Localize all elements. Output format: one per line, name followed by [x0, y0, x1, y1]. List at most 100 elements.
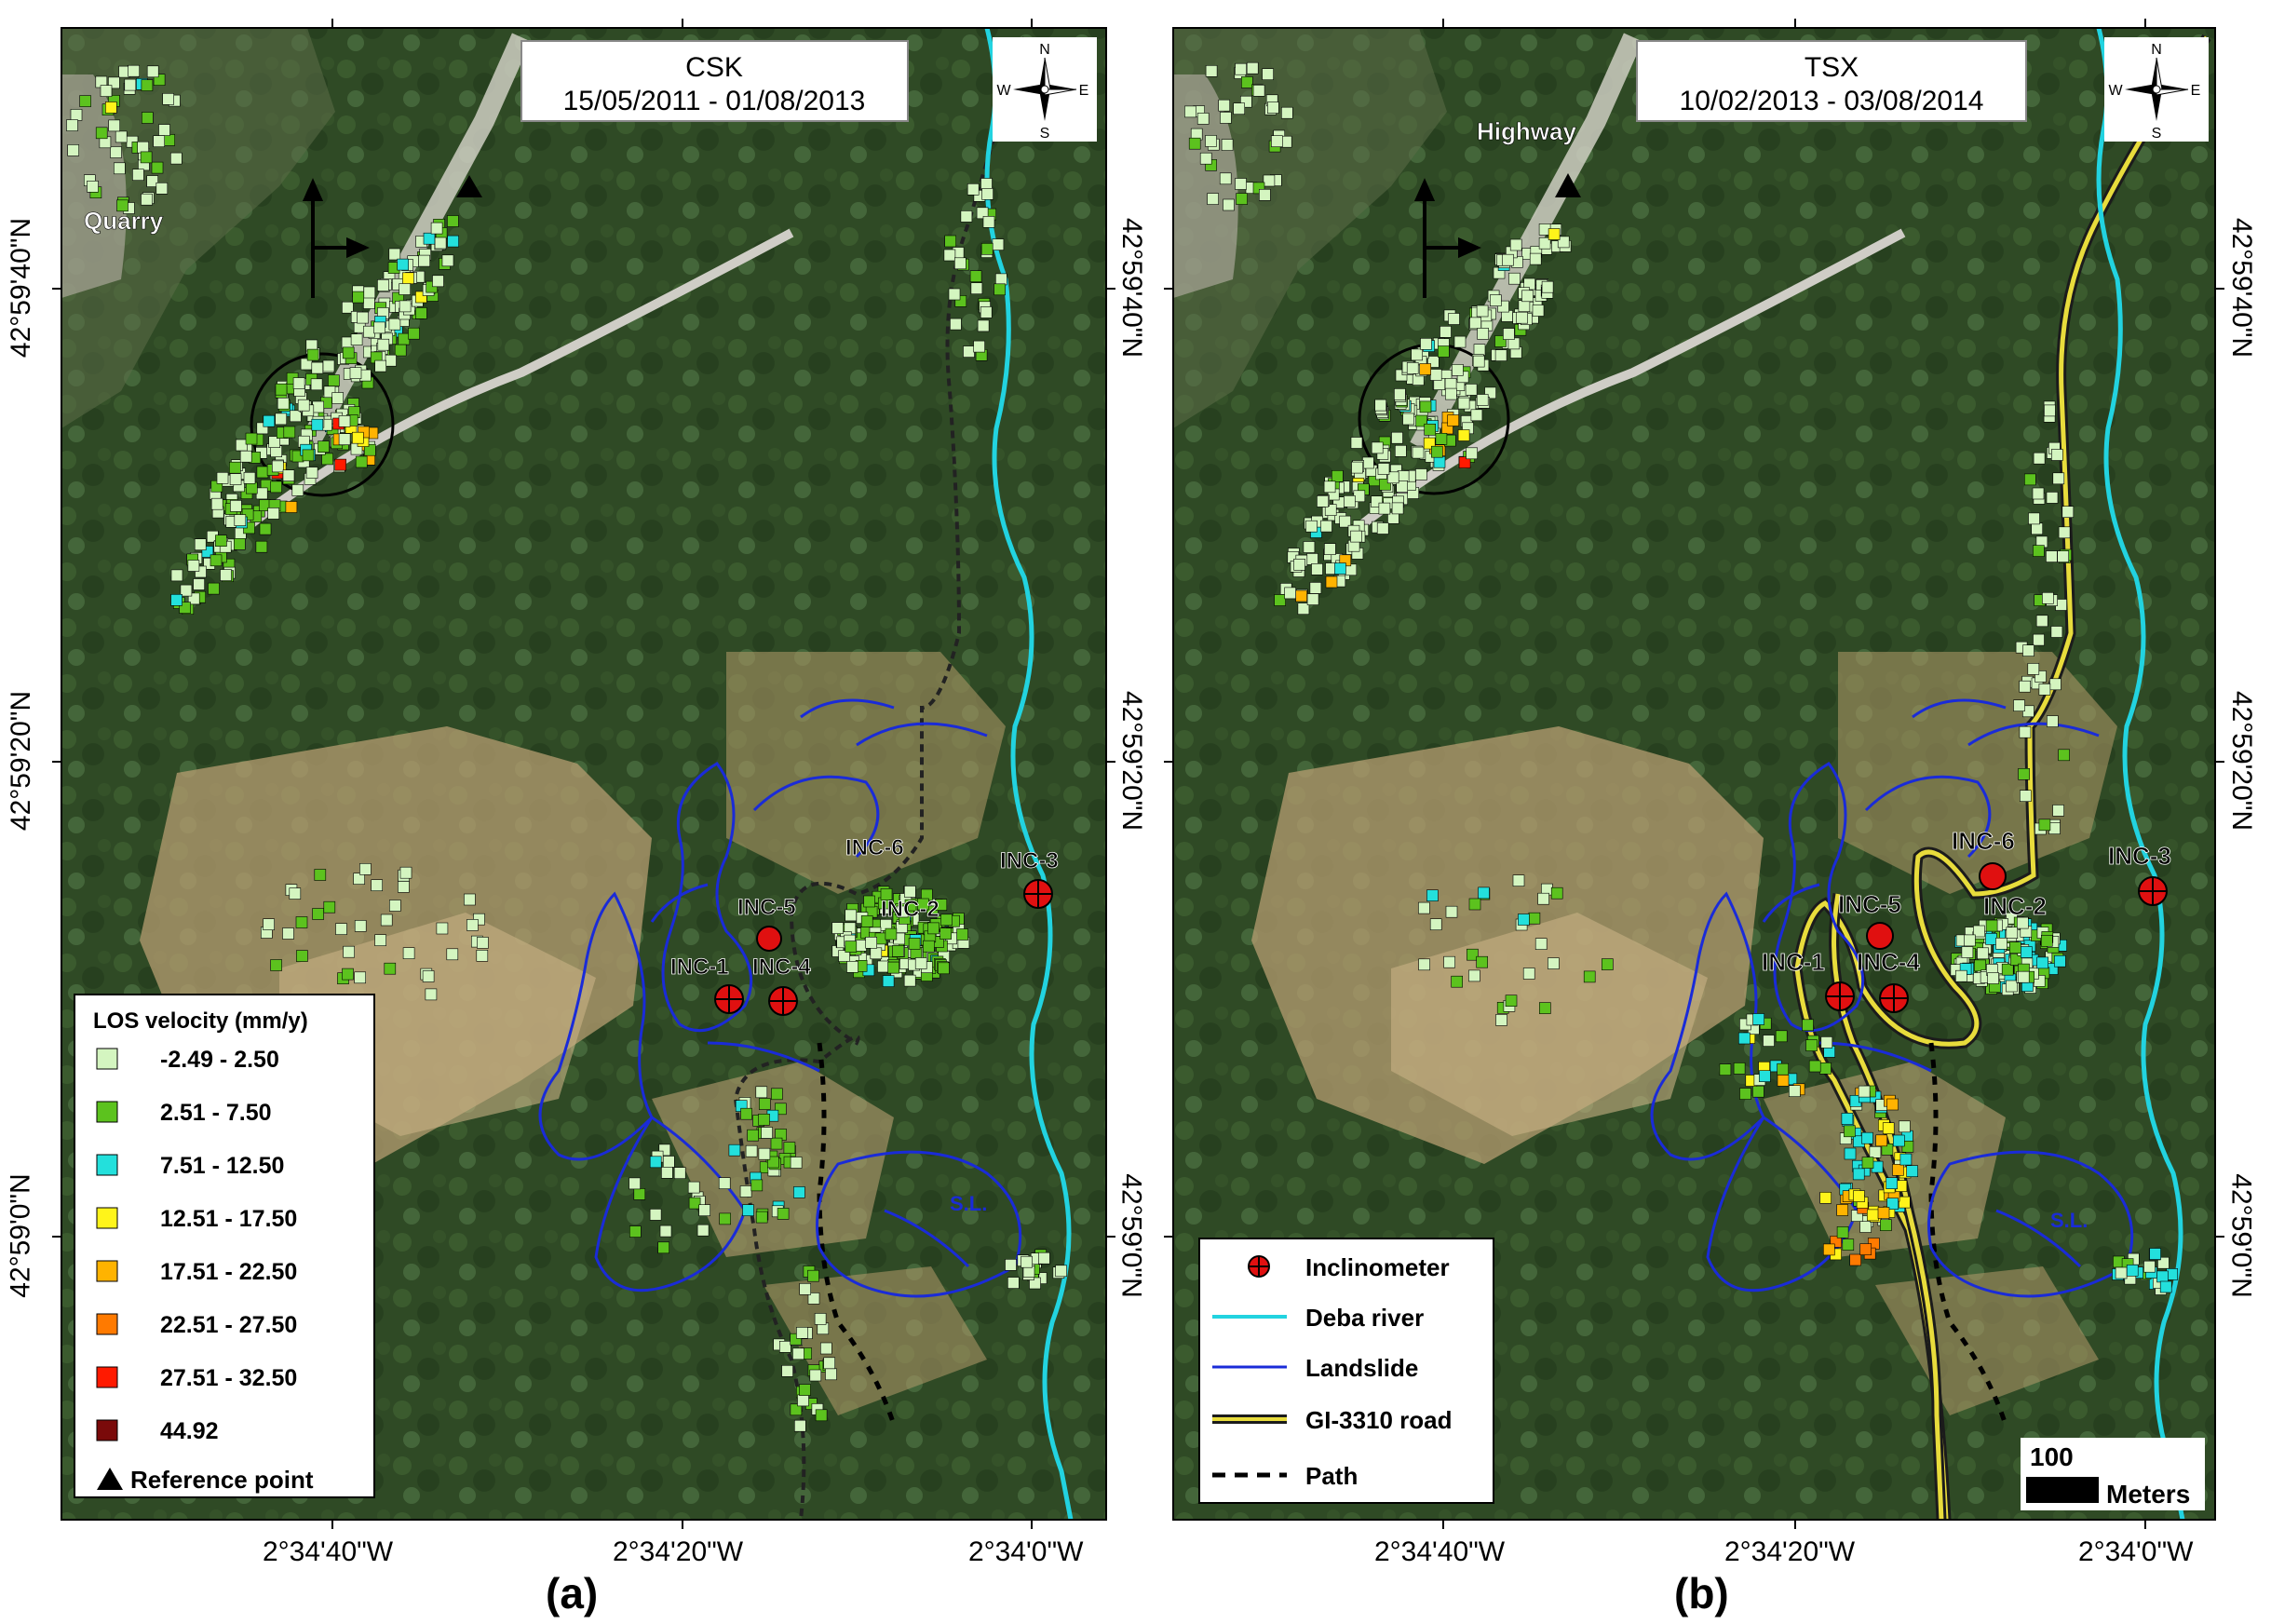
- ps-point: [2027, 663, 2040, 675]
- ps-point: [1324, 543, 1336, 556]
- ps-point: [863, 895, 875, 908]
- ps-point: [1205, 65, 1218, 77]
- ps-point: [296, 950, 308, 962]
- ps-point: [2149, 1248, 2161, 1260]
- ps-point: [1886, 1098, 1899, 1111]
- inclinometers-b: INC-1 INC-2 INC-3 INC-4 INC-5 INC-6: [1762, 827, 2171, 1013]
- ps-point: [1859, 1243, 1872, 1255]
- ps-point: [2049, 678, 2061, 691]
- ps-point: [1457, 429, 1470, 441]
- ps-point: [1844, 1125, 1856, 1138]
- ps-point: [399, 300, 412, 313]
- ps-point: [649, 1209, 662, 1221]
- ps-point: [943, 249, 956, 262]
- ps-point: [170, 569, 183, 582]
- ps-point: [629, 1177, 641, 1190]
- ps-point: [1293, 558, 1305, 571]
- ps-point: [277, 397, 290, 410]
- ps-point: [1495, 1014, 1507, 1026]
- compass-w-a: W: [996, 83, 1011, 99]
- ps-point: [1849, 1253, 1861, 1266]
- ps-point: [1763, 1035, 1775, 1047]
- ps-point: [275, 413, 288, 426]
- ps-point: [398, 881, 410, 893]
- ps-point: [1470, 409, 1483, 422]
- ps-point: [2038, 819, 2051, 832]
- ps-point: [2046, 550, 2058, 562]
- ps-point: [1311, 562, 1323, 575]
- ps-point: [1899, 1120, 1911, 1133]
- ps-point: [1453, 335, 1467, 348]
- ps-point: [234, 537, 246, 550]
- ps-point: [1467, 948, 1479, 961]
- ps-point: [79, 95, 91, 107]
- ps-point: [1509, 238, 1522, 251]
- ps-point: [2009, 954, 2022, 966]
- ps-point: [1433, 455, 1446, 468]
- ps-point: [388, 900, 401, 912]
- ps-point: [1021, 1255, 1033, 1268]
- ps-point: [1415, 468, 1427, 480]
- ps-point: [1431, 445, 1443, 458]
- ps-point: [790, 1403, 803, 1416]
- ps-point: [110, 146, 122, 158]
- ps-point: [1438, 345, 1450, 358]
- ps-point: [141, 79, 154, 91]
- ps-point: [1419, 400, 1432, 413]
- lat-label-b-right-2: 42°59'20"N: [2226, 690, 2258, 832]
- ps-point: [436, 922, 449, 935]
- ps-point: [1518, 300, 1531, 313]
- ps-point: [466, 919, 479, 931]
- ps-point: [388, 248, 401, 261]
- ps-point: [917, 898, 929, 911]
- ps-point: [1823, 1243, 1835, 1256]
- ps-point: [896, 905, 909, 918]
- ps-point: [210, 497, 223, 510]
- ps-point: [1281, 106, 1293, 119]
- ps-point: [2017, 970, 2030, 983]
- ps-point: [1468, 898, 1481, 911]
- ps-point: [948, 288, 961, 301]
- ps-point: [698, 1204, 711, 1216]
- ps-point: [662, 1156, 675, 1168]
- ps-point: [193, 578, 205, 590]
- ps-point: [1789, 1085, 1801, 1097]
- ps-point: [1451, 975, 1463, 988]
- ps-point: [352, 291, 365, 304]
- inc-1-label-b: INC-1: [1762, 948, 1825, 976]
- ps-point: [1861, 1131, 1873, 1144]
- ps-point: [793, 1186, 805, 1198]
- ps-point: [1205, 135, 1217, 147]
- ps-point: [282, 927, 294, 940]
- ps-point: [357, 311, 369, 324]
- ps-point: [2006, 927, 2019, 940]
- ps-point: [1391, 502, 1404, 515]
- ps-point: [323, 900, 336, 914]
- ps-point: [397, 258, 410, 271]
- ps-point: [1221, 139, 1234, 151]
- legend-class-label: 27.51 - 32.50: [160, 1365, 297, 1391]
- ps-point: [1964, 934, 1976, 947]
- compass-w-b: W: [2108, 83, 2123, 99]
- ps-point: [292, 377, 305, 389]
- ps-point: [2058, 749, 2070, 762]
- ps-point: [1418, 958, 1430, 971]
- ps-point: [1295, 589, 1307, 602]
- ps-point: [1899, 1196, 1911, 1209]
- ps-point: [1445, 387, 1457, 400]
- ps-point: [311, 361, 324, 374]
- ps-point: [1402, 413, 1414, 426]
- ps-point: [1419, 363, 1431, 375]
- ps-point: [629, 1225, 642, 1238]
- ps-point: [758, 1098, 771, 1110]
- ps-point: [688, 1197, 701, 1210]
- ps-point: [944, 235, 957, 248]
- ps-point: [338, 433, 351, 446]
- ps-point: [2061, 506, 2075, 519]
- ps-point: [745, 1144, 758, 1157]
- ps-point: [271, 460, 284, 473]
- ps-point: [1955, 969, 1967, 982]
- ps-point: [255, 540, 268, 553]
- ps-point: [1246, 61, 1259, 74]
- ps-point: [441, 254, 454, 267]
